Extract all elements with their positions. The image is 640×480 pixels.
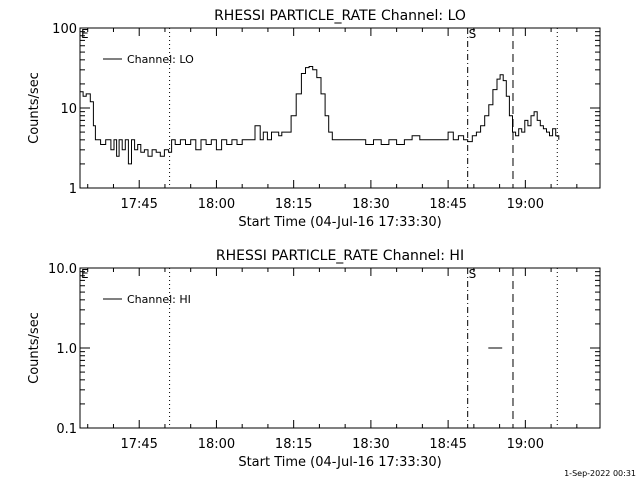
y-tick-label: 0.1 bbox=[56, 422, 77, 437]
y-axis-label: Counts/sec bbox=[27, 312, 42, 384]
chart-panel-hi: RHESSI PARTICLE_RATE Channel: HI Start Ti… bbox=[27, 248, 601, 470]
plot-frame bbox=[79, 267, 601, 429]
y-tick-label: 1.0 bbox=[56, 342, 77, 357]
y-tick-label: 10 bbox=[60, 102, 77, 117]
y-tick-label: 10.0 bbox=[48, 262, 77, 277]
x-tick-label: 17:45 bbox=[120, 437, 157, 452]
data-series-line bbox=[80, 66, 560, 165]
x-tick-label: 19:00 bbox=[507, 437, 544, 452]
x-tick-label: 18:45 bbox=[429, 197, 466, 212]
legend-label: Channel: LO bbox=[127, 53, 194, 66]
x-tick-label: 18:15 bbox=[275, 437, 312, 452]
x-axis-label: Start Time (04-Jul-16 17:33:30) bbox=[238, 455, 441, 470]
x-tick-label: 18:30 bbox=[352, 197, 389, 212]
x-tick-label: 18:15 bbox=[275, 197, 312, 212]
x-tick-label: 19:00 bbox=[507, 197, 544, 212]
x-axis-label: Start Time (04-Jul-16 17:33:30) bbox=[238, 215, 441, 230]
chart-title: RHESSI PARTICLE_RATE Channel: HI bbox=[216, 248, 464, 264]
event-marker-label: S bbox=[469, 27, 477, 41]
timestamp-footer: 1-Sep-2022 00:31 bbox=[564, 469, 636, 478]
x-tick-label: 18:00 bbox=[198, 437, 235, 452]
y-tick-label: 100 bbox=[52, 22, 77, 37]
chart-panel-lo: RHESSI PARTICLE_RATE Channel: LO Start Ti… bbox=[27, 8, 601, 230]
x-tick-label: 18:30 bbox=[352, 437, 389, 452]
x-tick-label: 18:45 bbox=[429, 437, 466, 452]
y-axis-label: Counts/sec bbox=[27, 72, 42, 144]
x-tick-label: 18:00 bbox=[198, 197, 235, 212]
chart-title: RHESSI PARTICLE_RATE Channel: LO bbox=[214, 8, 466, 24]
x-tick-label: 17:45 bbox=[120, 197, 157, 212]
corner-label: E bbox=[81, 267, 89, 281]
y-tick-label: 1 bbox=[69, 182, 77, 197]
corner-label: E bbox=[81, 27, 89, 41]
legend-label: Channel: HI bbox=[127, 293, 191, 306]
plot-frame bbox=[79, 27, 601, 189]
event-marker-label: S bbox=[469, 267, 477, 281]
